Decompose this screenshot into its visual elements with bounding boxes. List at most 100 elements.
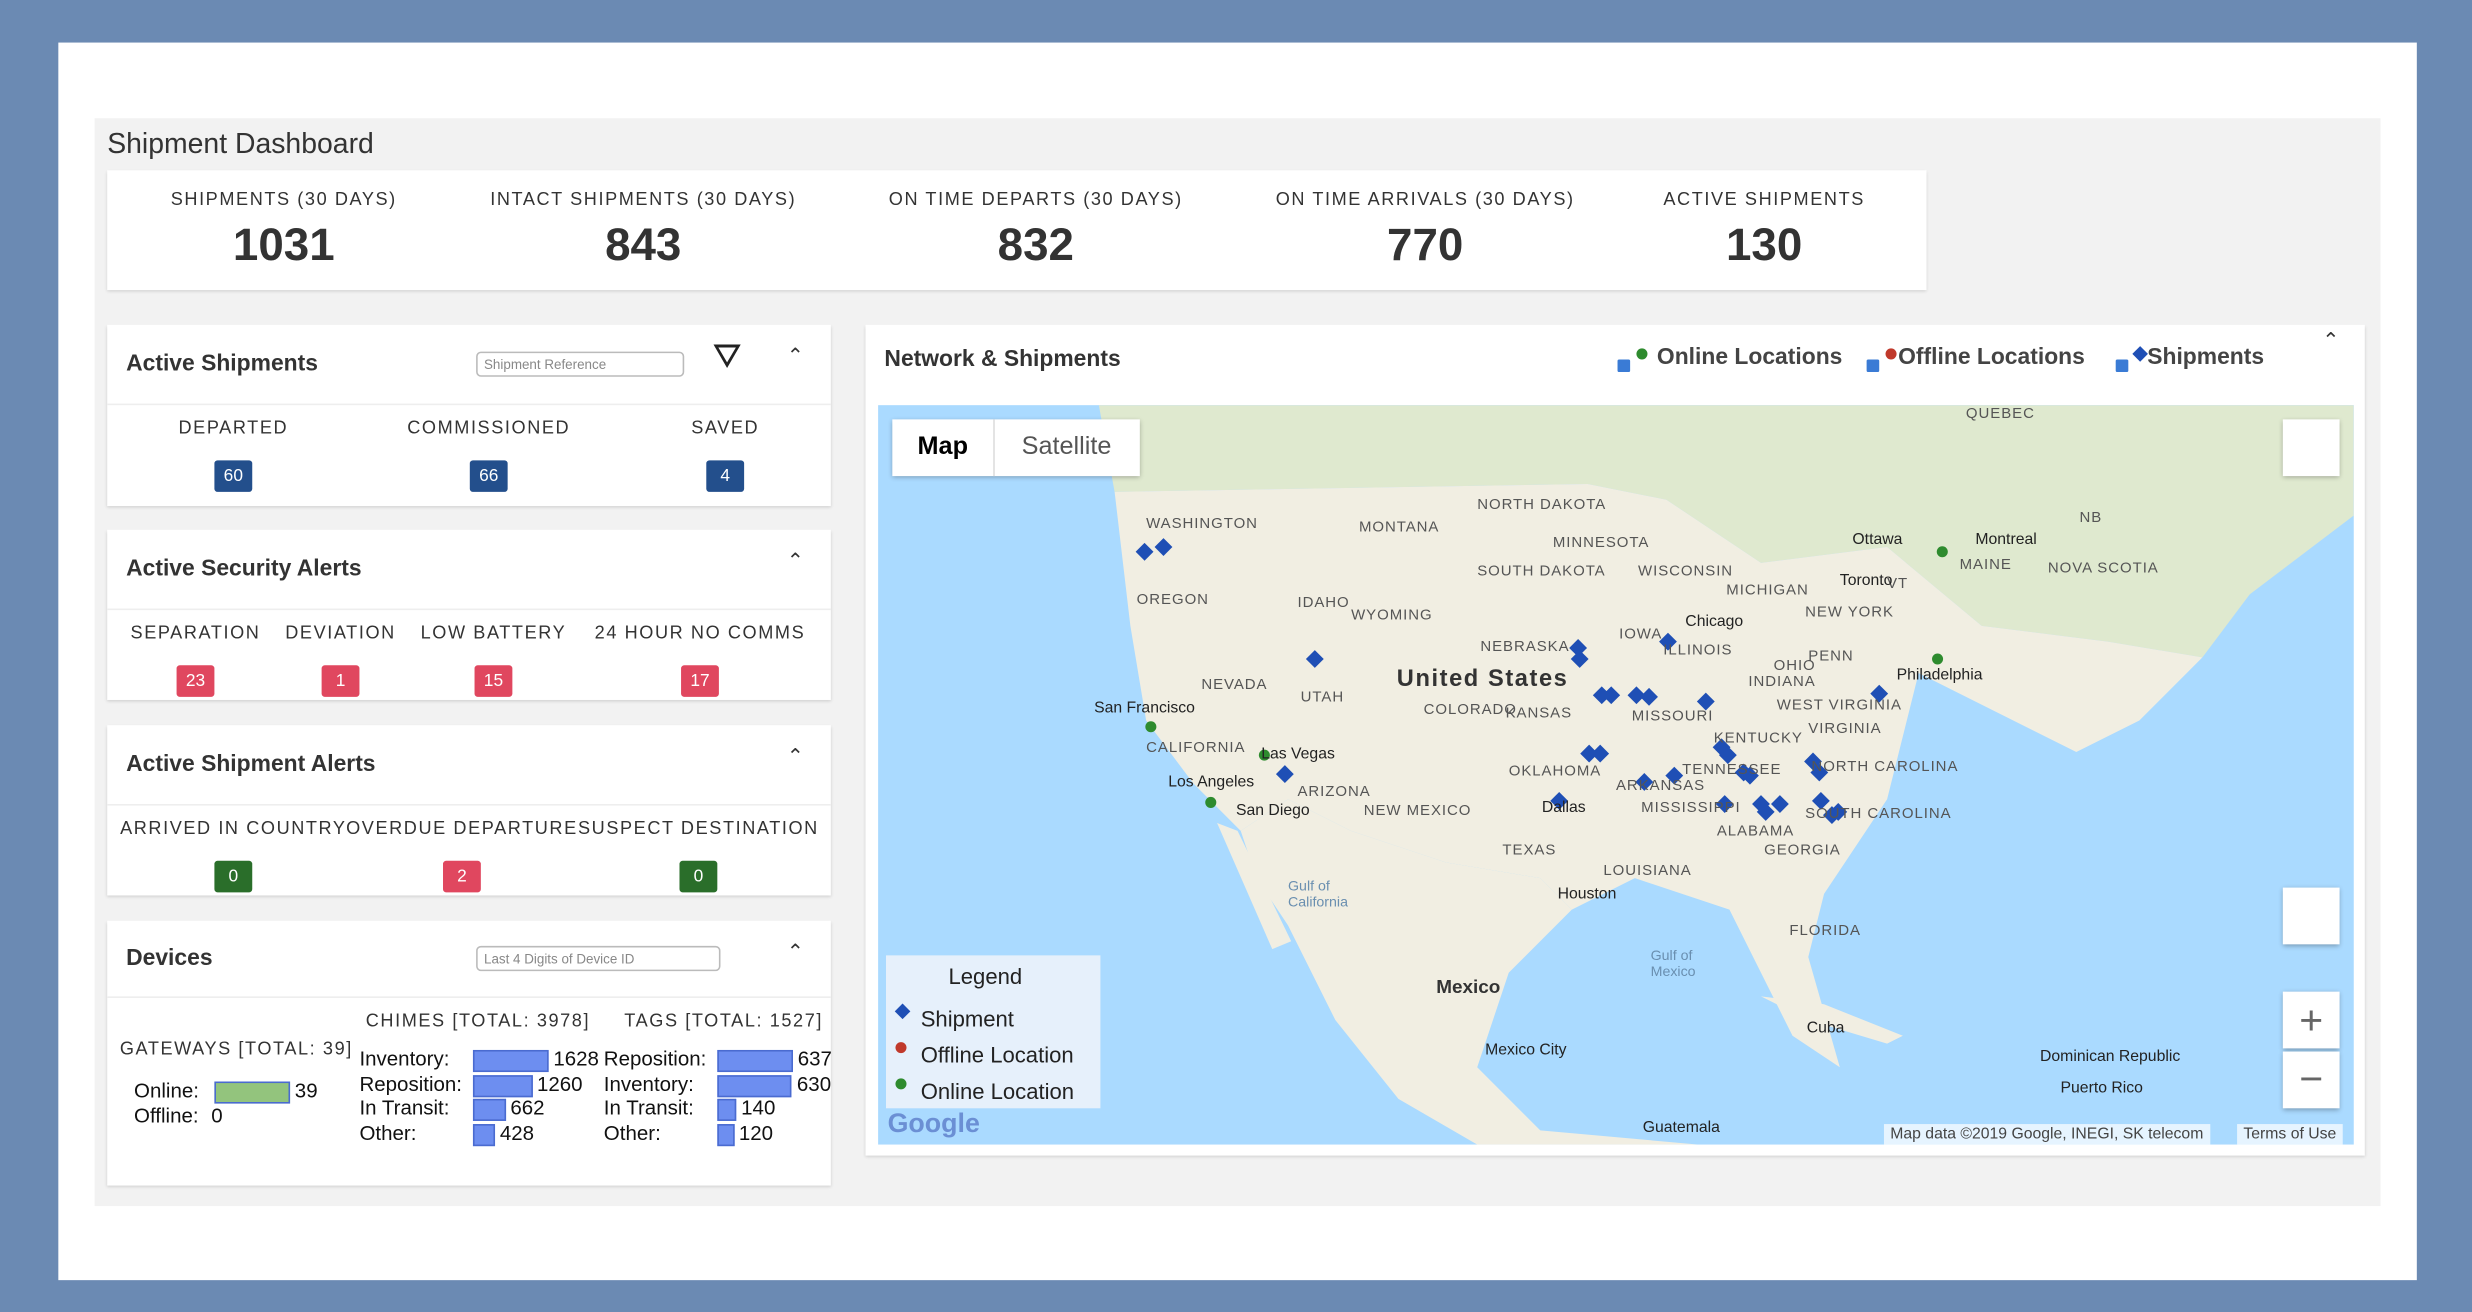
online-marker: [1258, 749, 1270, 761]
attribution: Map data ©2019 Google, INEGI, SK telecom: [1883, 1124, 2210, 1145]
device-bar: [472, 1123, 496, 1146]
card-title: Network & Shipments: [884, 346, 1121, 373]
zoom-out-button[interactable]: −: [2282, 1051, 2340, 1109]
land-cuba: [1760, 996, 1903, 1044]
legend-icon: [895, 1078, 907, 1090]
region-label: FLORIDA: [1789, 922, 1861, 940]
region-label: ARKANSAS: [1615, 777, 1706, 795]
city-label: Toronto: [1839, 572, 1893, 590]
device-bar: [472, 1098, 506, 1121]
group-title: GATEWAYS [TOTAL: 39]: [119, 1040, 353, 1060]
fullscreen-button[interactable]: [2282, 419, 2340, 477]
region-label: PENN: [1808, 647, 1854, 666]
filter-label[interactable]: Online Locations: [1656, 345, 1843, 371]
filter-checkbox[interactable]: [1866, 359, 1880, 373]
legend-label: Shipment: [920, 1005, 1014, 1032]
search-input[interactable]: Last 4 Digits of Device ID: [476, 945, 721, 972]
region-label: NORTH DAKOTA: [1477, 496, 1607, 514]
region-label: ARIZONA: [1297, 783, 1371, 801]
region-label: UTAH: [1300, 688, 1345, 707]
land-mexico: [1240, 799, 1698, 1145]
stat-badge[interactable]: 17: [681, 665, 719, 697]
device-count: 120: [738, 1120, 774, 1144]
divider: [107, 403, 831, 406]
map-canvas[interactable]: [878, 405, 2354, 1145]
land-baja: [1217, 822, 1292, 950]
filter-checkbox[interactable]: [1617, 359, 1631, 373]
legend-label: Offline Location: [920, 1042, 1074, 1068]
city-label: San Francisco: [1094, 699, 1195, 718]
device-label: In Transit:: [359, 1095, 450, 1120]
device-count: 630: [796, 1071, 832, 1095]
stat-badge[interactable]: 0: [214, 860, 253, 893]
stat-label: OVERDUE DEPARTURE: [346, 819, 578, 839]
devices-card: [107, 920, 831, 1186]
zoom-in-button[interactable]: +: [2282, 991, 2340, 1049]
map-button[interactable]: Map: [892, 419, 995, 477]
stat-label: DEVIATION: [285, 624, 396, 644]
filter-button[interactable]: ⛛: [712, 335, 742, 376]
kpi-card: [107, 170, 1927, 291]
city-label: Dominican Republic: [2040, 1048, 2181, 1066]
collapse-button[interactable]: ⌃: [786, 744, 804, 768]
stat-label: SAVED: [691, 419, 760, 439]
stat-badge[interactable]: 60: [214, 460, 253, 492]
filter-label[interactable]: Offline Locations: [1898, 345, 2085, 371]
pegman-button[interactable]: [2282, 887, 2340, 945]
stat-badge[interactable]: 1: [321, 665, 360, 697]
collapse-button[interactable]: ⌃: [786, 343, 804, 368]
device-bar: [717, 1098, 737, 1121]
city-label: Mexico City: [1485, 1042, 1567, 1060]
region-label: OREGON: [1136, 591, 1209, 609]
device-count: 1260: [536, 1071, 583, 1095]
device-bar: [472, 1049, 549, 1073]
city-label: Ottawa: [1852, 531, 1903, 549]
device-label: In Transit:: [603, 1095, 694, 1120]
card-title: Active Security Alerts: [126, 556, 362, 582]
region-label: COLORADO: [1423, 701, 1517, 719]
stat-label: SUSPECT DESTINATION: [577, 819, 819, 839]
stat-badge[interactable]: 23: [176, 665, 215, 697]
stat-badge[interactable]: 15: [474, 665, 513, 697]
filter-checkbox[interactable]: [2115, 359, 2129, 373]
stat-badge[interactable]: 2: [443, 860, 481, 893]
shipment-marker: [1569, 639, 1588, 657]
stat-badge[interactable]: 66: [469, 460, 508, 492]
region-label: LOUISIANA: [1603, 862, 1692, 880]
terms-link[interactable]: Terms of Use: [2237, 1124, 2343, 1145]
city-label: Gulf of California: [1288, 878, 1348, 910]
city-label: Dallas: [1541, 799, 1586, 817]
collapse-button[interactable]: ⌃: [786, 548, 804, 573]
region-label: QUEBEC: [1965, 405, 2035, 423]
collapse-button[interactable]: ⌃: [786, 939, 804, 964]
region-label: NEW YORK: [1805, 603, 1894, 622]
online-marker: [1932, 653, 1944, 665]
region-label: CALIFORNIA: [1146, 739, 1246, 757]
legend-title[interactable]: Legend: [948, 963, 1023, 989]
region-label: WEST VIRGINIA: [1776, 696, 1902, 715]
city-label: Gulf of Mexico: [1650, 947, 1696, 980]
divider: [107, 804, 831, 806]
device-count: 39: [294, 1078, 318, 1102]
satellite-button[interactable]: Satellite: [1021, 433, 1112, 461]
legend-label: Online Location: [920, 1078, 1075, 1104]
device-bar: [717, 1123, 735, 1146]
region-label: NB: [2079, 509, 2103, 527]
region-label: NEBRASKA: [1480, 638, 1570, 656]
city-label: Guatemala: [1642, 1119, 1720, 1137]
stat-badge[interactable]: 0: [679, 860, 718, 893]
city-label: Philadelphia: [1896, 666, 1983, 685]
device-label: Inventory:: [359, 1046, 450, 1071]
search-input[interactable]: Shipment Reference: [476, 351, 685, 377]
region-label: NORTH CAROLINA: [1811, 758, 1959, 776]
region-label: ILLINOIS: [1663, 641, 1733, 659]
region-label: GEORGIA: [1764, 841, 1841, 860]
stat-badge[interactable]: 4: [706, 460, 745, 492]
collapse-button[interactable]: ⌃: [2322, 327, 2340, 352]
stat-label: 24 HOUR NO COMMS: [594, 624, 806, 644]
filter-label[interactable]: Shipments: [2147, 345, 2265, 371]
region-label: ALABAMA: [1716, 822, 1795, 841]
region-label: IDAHO: [1297, 594, 1350, 612]
legend-icon: [894, 1003, 911, 1020]
stat-label: SEPARATION: [130, 624, 261, 644]
